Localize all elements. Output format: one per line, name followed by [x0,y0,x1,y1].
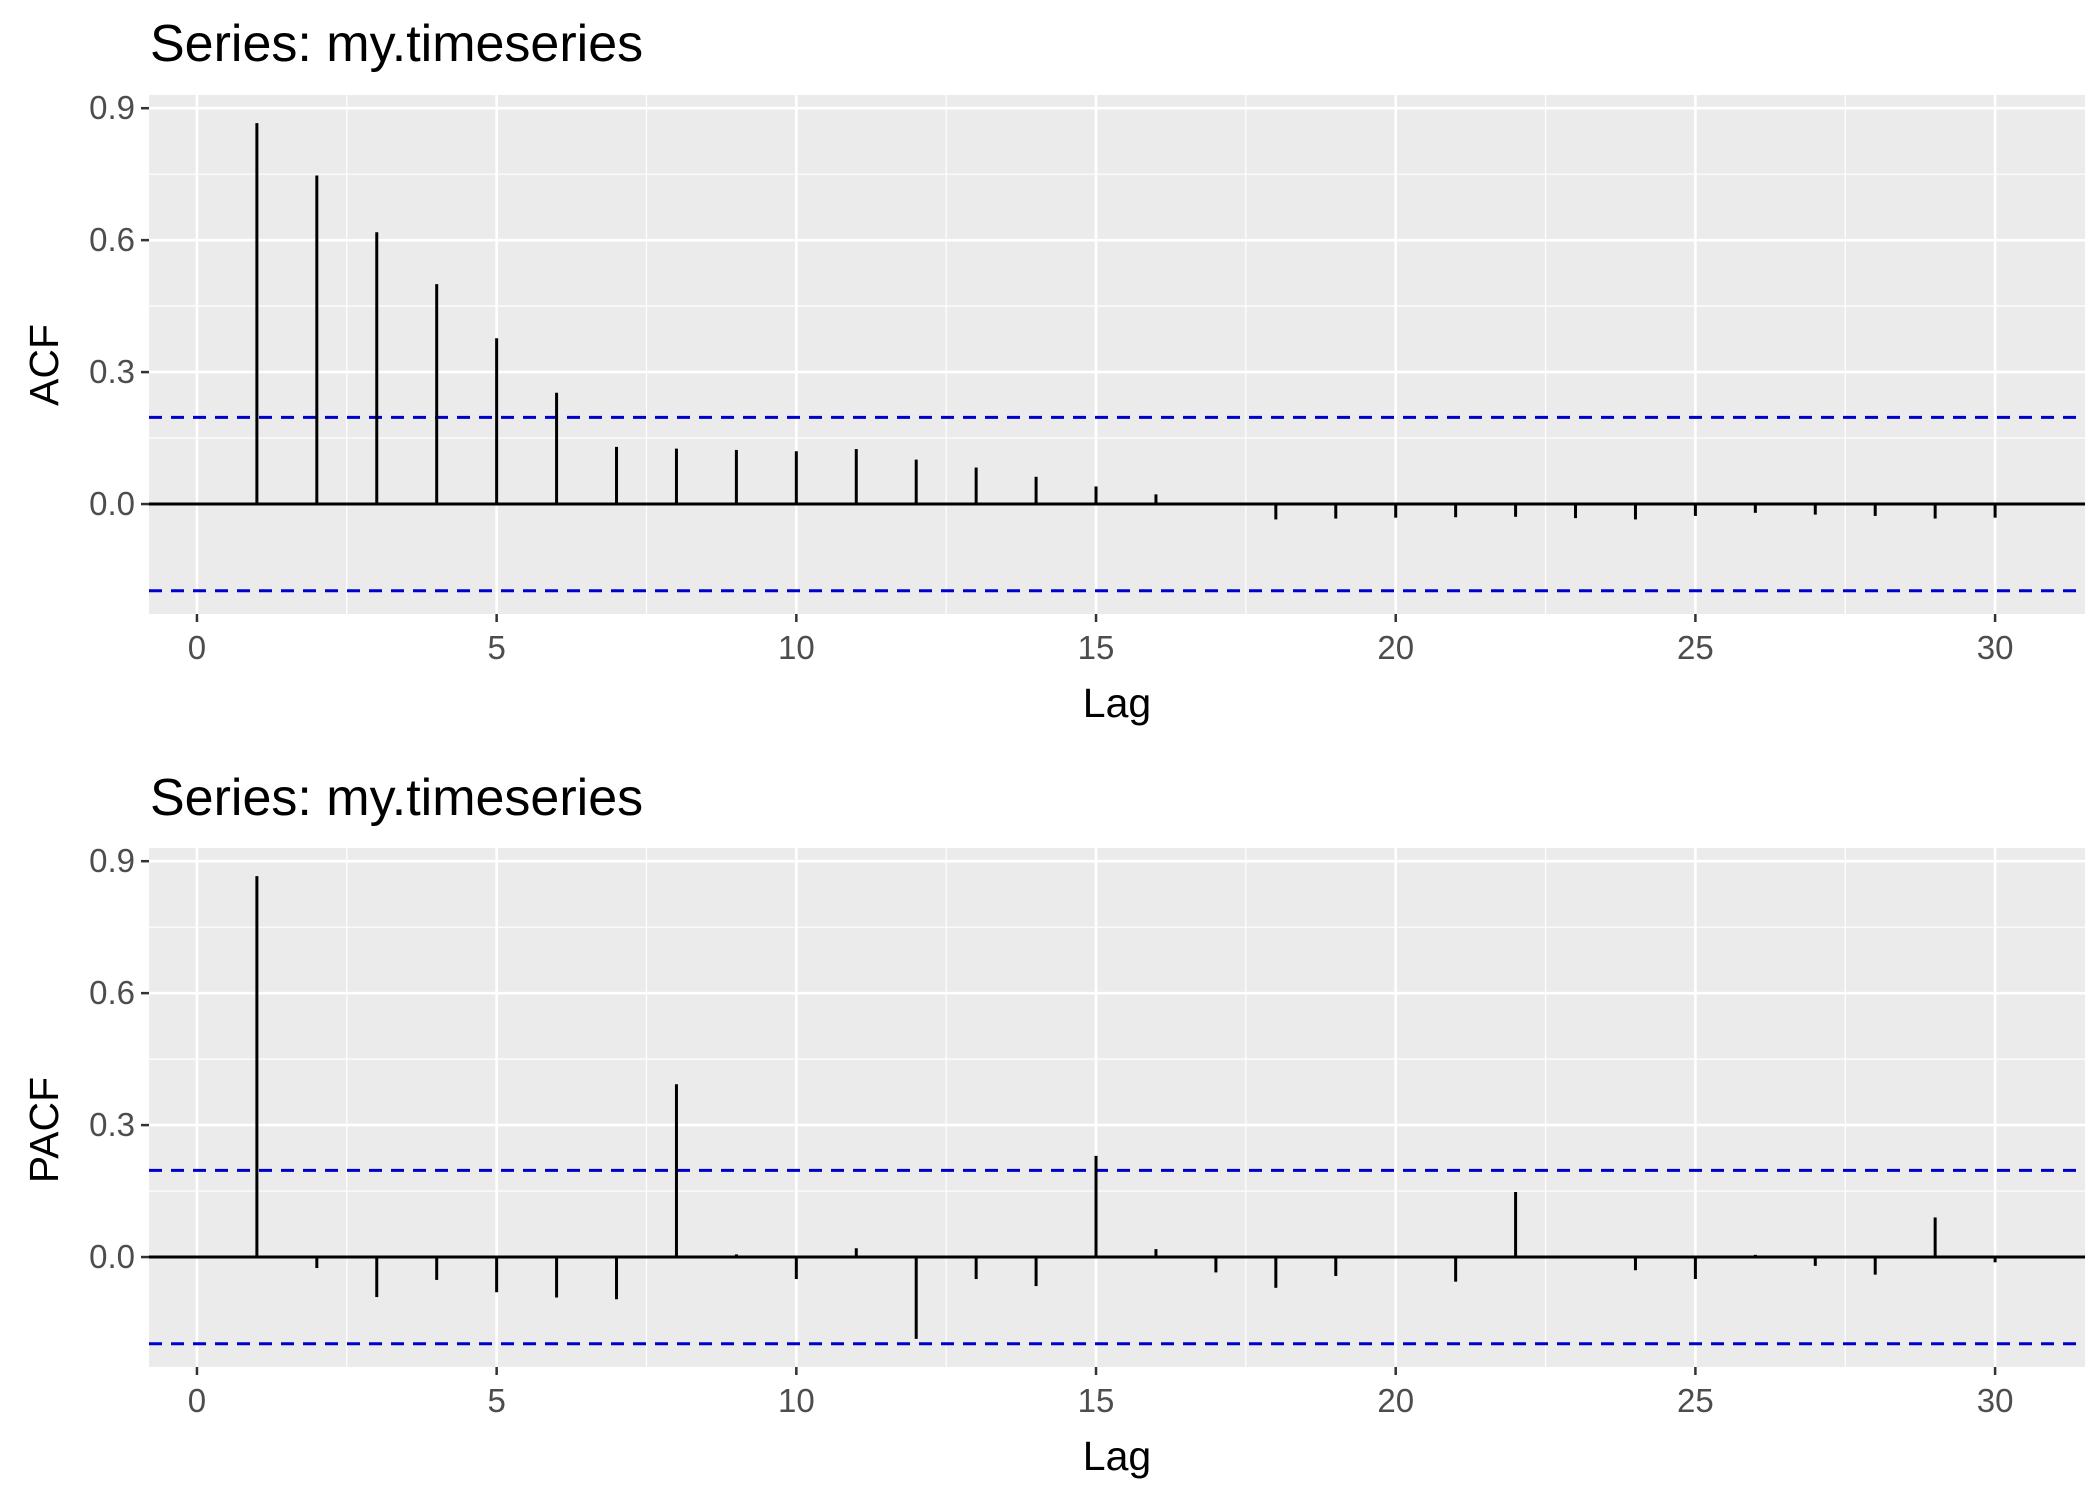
pacf-grid-lines [149,848,2085,1367]
acf-y-tick-label: 0.0 [89,485,135,522]
pacf-x-tick-label: 5 [487,1382,505,1419]
acf-y-axis-title: ACF [21,324,67,406]
pacf-plot-title: Series: my.timeseries [150,769,643,827]
pacf-y-axis-title: PACF [21,1077,67,1183]
pacf-plot: Series: my.timeseries 0.0 0.3 0.6 0.9 0 5 10 1… [21,769,2085,1479]
acf-x-tick-label: 30 [1977,629,2014,666]
acf-x-tick-label: 5 [487,629,505,666]
acf-y-axis: 0.0 0.3 0.6 0.9 [89,89,149,522]
pacf-bars [149,876,2085,1339]
pacf-x-axis: 0 5 10 15 20 25 30 [188,1367,2014,1419]
pacf-x-axis-title: Lag [1083,1433,1151,1479]
acf-confidence-bounds [149,415,2085,593]
pacf-y-tick-label: 0.6 [89,974,135,1011]
acf-x-tick-label: 25 [1677,629,1714,666]
acf-plot: Series: my.timeseries 0.0 0.3 0.6 0.9 0 5 10 1… [21,15,2085,726]
pacf-x-tick-label: 10 [778,1382,815,1419]
pacf-x-tick-label: 20 [1377,1382,1414,1419]
pacf-x-tick-label: 25 [1677,1382,1714,1419]
acf-x-tick-label: 0 [188,629,206,666]
pacf-y-axis: 0.0 0.3 0.6 0.9 [89,842,149,1275]
acf-y-tick-label: 0.3 [89,353,135,390]
pacf-x-tick-label: 15 [1078,1382,1115,1419]
acf-x-tick-label: 10 [778,629,815,666]
pacf-x-tick-label: 0 [188,1382,206,1419]
acf-x-axis: 0 5 10 15 20 25 30 [188,614,2014,666]
pacf-x-tick-label: 30 [1977,1382,2014,1419]
pacf-y-tick-label: 0.3 [89,1106,135,1143]
pacf-plot-panel [149,848,2085,1367]
acf-y-tick-label: 0.6 [89,221,135,258]
acf-bars [149,123,2085,520]
acf-grid-lines [149,95,2085,614]
acf-plot-title: Series: my.timeseries [150,15,643,73]
acf-x-axis-title: Lag [1083,680,1151,726]
acf-x-tick-label: 20 [1377,629,1414,666]
acf-x-tick-label: 15 [1078,629,1115,666]
pacf-confidence-bounds [149,1168,2085,1346]
pacf-y-tick-label: 0.0 [89,1238,135,1275]
pacf-y-tick-label: 0.9 [89,842,135,879]
acf-y-tick-label: 0.9 [89,89,135,126]
acf-plot-panel [149,95,2085,614]
